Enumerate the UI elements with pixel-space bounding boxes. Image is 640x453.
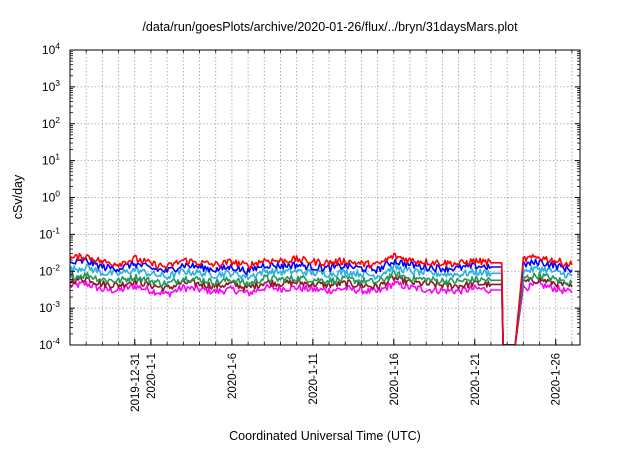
x-tick-label: 2019-12-31: [130, 353, 142, 412]
x-tick-label: 2020-1-21: [470, 353, 482, 405]
series-line: [70, 280, 573, 345]
y-tick-label: 10-3: [39, 299, 60, 315]
y-tick-label: 10-4: [39, 336, 60, 352]
x-tick-label: 2020-1-1: [146, 353, 158, 399]
series-layer: [70, 252, 573, 345]
x-axis-label: Coordinated Universal Time (UTC): [229, 429, 421, 443]
y-tick-label: 101: [42, 152, 60, 168]
y-tick-label: 10-2: [39, 262, 60, 278]
x-tick-label: 2020-1-26: [551, 353, 563, 405]
y-tick-label: 104: [42, 41, 60, 57]
grid-layer: [70, 50, 580, 345]
plot-frame: [69, 49, 581, 346]
y-tick-label: 100: [42, 189, 60, 205]
y-tick-label: 10-1: [39, 225, 60, 241]
tick-layer: 10-4 10-3 10-2 10-1 100 101 102 103 104 2019-12-3…: [39, 41, 580, 412]
y-tick-label: 102: [42, 115, 60, 131]
series-line: [70, 263, 573, 345]
series-line: [70, 275, 573, 345]
series-line: [70, 252, 573, 345]
x-tick-label: 2020-1-6: [227, 353, 239, 399]
y-axis-label: cSv/day: [11, 174, 25, 219]
x-tick-label: 2020-1-16: [389, 353, 401, 405]
series-line: [70, 269, 573, 345]
y-tick-label: 103: [42, 78, 60, 94]
chart-title: /data/run/goesPlots/archive/2020-01-26/f…: [142, 20, 518, 34]
x-tick-label: 2020-1-11: [308, 353, 320, 405]
